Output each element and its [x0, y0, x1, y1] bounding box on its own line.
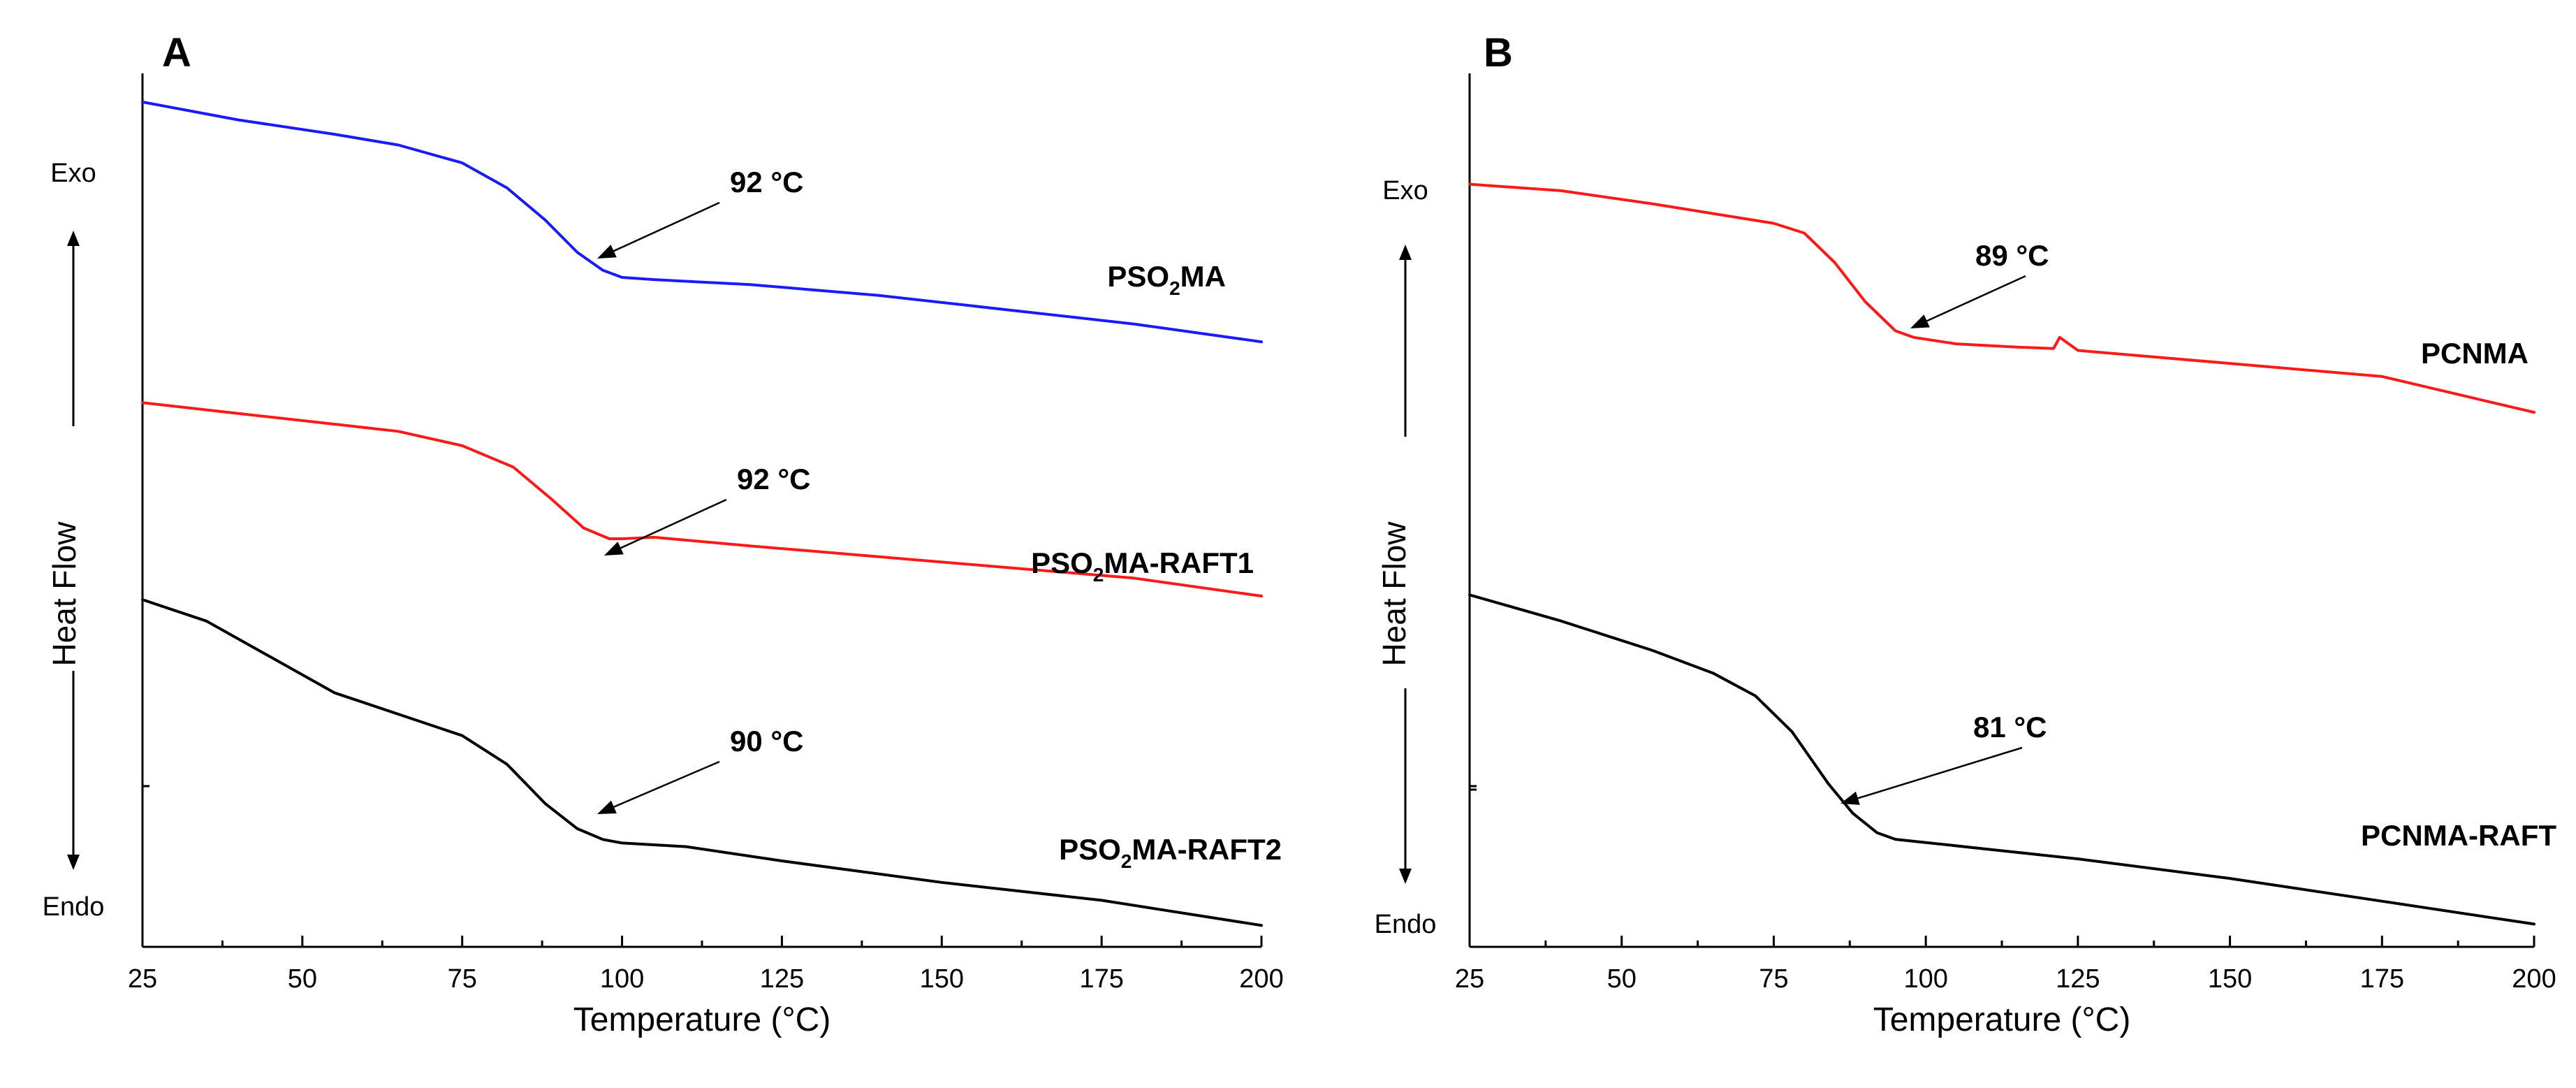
series-label: PSO2MA-RAFT1	[1031, 546, 1254, 586]
endo-label: Endo	[1375, 910, 1437, 939]
exo-arrow-head	[1399, 245, 1412, 260]
series-label: PCNMA-RAFT	[2361, 819, 2556, 852]
x-tick-label: 50	[288, 964, 317, 994]
x-tick-label: 50	[1607, 964, 1637, 994]
annotation-arrow-head	[597, 245, 617, 259]
panel-letter: A	[162, 30, 191, 75]
x-tick-label: 150	[920, 964, 964, 994]
endo-label: Endo	[43, 892, 105, 922]
series-label: PSO2MA-RAFT2	[1059, 833, 1282, 872]
annotation-arrow-head	[1910, 314, 1930, 328]
series-line-pso2ma-raft2	[141, 598, 1263, 927]
annotation-arrow-shaft	[620, 498, 727, 549]
annotation-arrow-shaft	[1857, 746, 2023, 799]
x-tick-label: 100	[600, 964, 644, 994]
annotation-arrow-shaft	[1926, 275, 2026, 322]
x-tick-label: 75	[1759, 964, 1788, 994]
tg-annotation: 92 °C	[730, 166, 804, 198]
x-tick-label: 125	[760, 964, 804, 994]
panel-b: B 25 50 75 100 125 150 175 200 Temperature (°C) He…	[1375, 30, 2557, 1038]
series-label: PCNMA	[2421, 337, 2529, 370]
annotation-arrow-head	[597, 800, 617, 814]
panel-letter: B	[1484, 30, 1513, 75]
annotation-arrow-head	[604, 542, 624, 556]
exo-label: Exo	[50, 159, 96, 188]
annotation-arrow-shaft	[613, 760, 720, 808]
series-line-pso2ma	[141, 101, 1263, 344]
tg-annotation: 90 °C	[730, 725, 804, 757]
endo-arrow-head	[67, 855, 80, 870]
y-axis-title: Heat Flow	[46, 521, 82, 667]
exo-arrow-head	[67, 231, 80, 246]
tg-annotation: 92 °C	[737, 463, 811, 495]
x-tick-label: 175	[2360, 964, 2404, 994]
tg-annotation: 81 °C	[1973, 711, 2047, 744]
panel-a: A 25 50 75 100 125 150 175 200 Temperature (°C) He…	[43, 30, 1284, 1038]
x-tick-label: 200	[1239, 964, 1283, 994]
x-tick-label: 125	[2056, 964, 2100, 994]
exo-label: Exo	[1382, 176, 1428, 205]
x-tick-label: 25	[128, 964, 157, 994]
x-axis-title: Temperature (°C)	[573, 1001, 831, 1038]
endo-arrow-head	[1399, 869, 1412, 884]
annotation-arrow-head	[1840, 791, 1860, 805]
series-line-pso2ma-raft1	[141, 401, 1263, 597]
y-axis-title: Heat Flow	[1376, 521, 1412, 667]
annotation-arrow-shaft	[613, 201, 720, 252]
x-tick-label: 75	[448, 964, 477, 994]
x-tick-label: 175	[1079, 964, 1123, 994]
x-tick-label: 25	[1455, 964, 1484, 994]
x-tick-label: 150	[2208, 964, 2252, 994]
x-tick-label: 100	[1903, 964, 1947, 994]
series-line-pcnma	[1468, 182, 2535, 414]
x-tick-label: 200	[2512, 964, 2556, 994]
x-axis-title: Temperature (°C)	[1873, 1001, 2131, 1038]
series-line-pcnma-raft	[1468, 593, 2535, 926]
tg-annotation: 89 °C	[1975, 239, 2049, 272]
series-label: PSO2MA	[1107, 260, 1226, 299]
